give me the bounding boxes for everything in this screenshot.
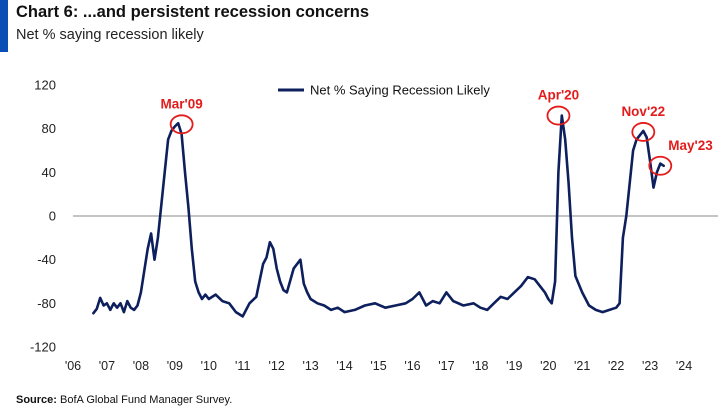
x-tick-label: '21 [574, 359, 590, 373]
annotation-circle [648, 155, 673, 176]
annotation-label: Apr'20 [538, 88, 579, 103]
chart-title: Chart 6: ...and persistent recession con… [16, 3, 370, 21]
y-tick-label: -40 [37, 252, 56, 267]
source-label: Source: [16, 394, 57, 406]
x-tick-label: '22 [608, 359, 624, 373]
x-tick-label: '23 [642, 359, 658, 373]
x-tick-label: '07 [99, 359, 115, 373]
x-tick-label: '16 [404, 359, 420, 373]
source-text: BofA Global Fund Manager Survey. [60, 394, 233, 406]
x-tick-label: '19 [506, 359, 522, 373]
line-chart: 120 80 40 0 -40 -80 -120 '06 '07 '08 '09 '10 '11 '12 '… [30, 78, 718, 373]
title-accent-bar [0, 0, 8, 52]
x-tick-label: '08 [133, 359, 149, 373]
y-tick-label: -120 [30, 340, 56, 355]
annotation-circle [631, 122, 656, 142]
x-tick-label: '09 [167, 359, 183, 373]
x-tick-label: '14 [336, 359, 352, 373]
annotation-label: Mar'09 [161, 96, 203, 111]
x-tick-label: '10 [201, 359, 217, 373]
y-tick-label: 80 [42, 121, 56, 136]
x-tick-label: '11 [235, 359, 250, 373]
y-tick-label: 0 [49, 209, 56, 224]
x-tick-label: '15 [370, 359, 386, 373]
annotation-label: May'23 [668, 138, 713, 153]
annotation-circle [546, 105, 571, 126]
chart-subtitle: Net % saying recession likely [16, 27, 204, 43]
source-note: Source: BofA Global Fund Manager Survey. [16, 394, 232, 406]
legend-label: Net % Saying Recession Likely [310, 83, 490, 98]
series-line [92, 114, 665, 318]
y-tick-label: 40 [42, 165, 56, 180]
x-tick-label: '24 [676, 359, 692, 373]
x-tick-label: '12 [269, 359, 285, 373]
annotation-circle [169, 114, 194, 135]
x-tick-label: '18 [472, 359, 488, 373]
annotation-label: Nov'22 [621, 104, 665, 119]
y-tick-label: 120 [34, 78, 56, 93]
x-tick-label: '06 [65, 359, 81, 373]
x-tick-label: '20 [540, 359, 556, 373]
y-tick-label: -80 [37, 296, 56, 311]
x-tick-label: '17 [438, 359, 454, 373]
x-tick-label: '13 [302, 359, 318, 373]
